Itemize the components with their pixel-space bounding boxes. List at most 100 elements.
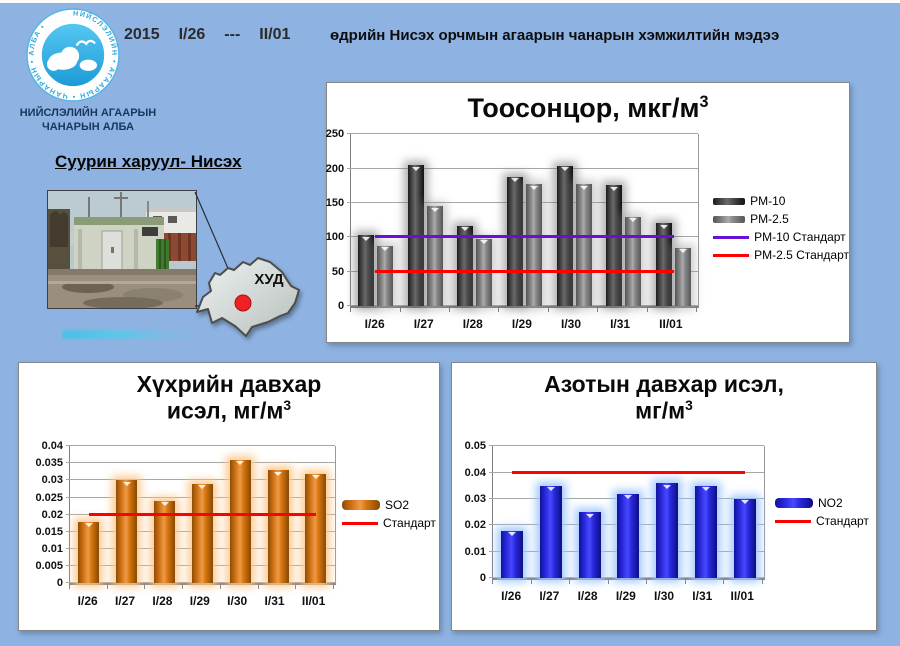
bar-group-I/26 (78, 446, 100, 584)
station-photo (47, 190, 197, 309)
bar-no2-I/28 (578, 512, 601, 579)
legend-label: PM-10 Стандарт (754, 230, 846, 245)
x-axis-label-I/26: I/26 (364, 317, 385, 332)
bar-no2-I/29 (617, 493, 640, 579)
x-tick (492, 580, 493, 585)
bar-group-I/27 (540, 446, 563, 579)
y-axis-label: 0.025 (35, 491, 63, 504)
bars-layer (493, 446, 764, 579)
slide-top-edge (0, 0, 900, 3)
bar-so2-I/26 (78, 521, 100, 584)
bar-group-I/30 (656, 446, 679, 579)
bar-group-I/27 (116, 446, 138, 584)
station-heading: Суурин харуул- Нисэх (55, 152, 242, 171)
legend-item-no2: NO2 (775, 496, 869, 510)
bar-pm-2.5-I/27 (426, 206, 443, 307)
x-axis-label-I/27: I/27 (115, 594, 136, 609)
y-axis-label: 0 (479, 572, 486, 585)
chart-title-no2-line2: мг/м3 (452, 398, 876, 424)
x-axis-label-I/26: I/26 (501, 589, 522, 604)
chart-panel-pm: Тоосонцор, мкг/м3 0 50 100 150 200 250 I/26 I/… (326, 82, 850, 343)
x-tick (723, 580, 725, 585)
bar-group-I/27 (407, 134, 443, 307)
bar-group-I/30 (556, 134, 592, 307)
y-axis-label: 0.015 (35, 525, 63, 538)
bar-pm-2.5-I/31 (625, 216, 642, 307)
org-name-line1: НИЙСЛЭЛИЙН АГААРЫН (19, 107, 157, 119)
x-ticks-no2 (492, 580, 763, 585)
bar-group-I/26 (501, 446, 524, 579)
y-axis-so2: 0 0.005 0.01 0.015 0.02 0.025 0.03 0.035 0.04 (23, 440, 69, 589)
chart-title-no2-line1: Азотын давхар исэл, (544, 371, 784, 397)
bar-pm-10-I/26 (358, 235, 375, 307)
bar-group-I/28 (578, 446, 601, 579)
x-tick (219, 585, 221, 590)
x-axis-label-I/27: I/27 (413, 317, 434, 332)
y-axis-label: 0.04 (41, 440, 63, 453)
render-artifact-smear (62, 330, 302, 339)
y-axis-pm: 0 50 100 150 200 250 (326, 128, 350, 312)
chart-title-so2-line2-text: исэл, мг/м (166, 397, 284, 424)
x-axis-label-I/30: I/30 (227, 594, 248, 609)
x-axis-label-I/26: I/26 (77, 594, 98, 609)
chart-title-pm-sup: 3 (699, 93, 709, 111)
x-axis-no2: I/26 I/27 I/28 I/29 I/30 I/31 II/01 (492, 589, 763, 603)
bar-no2-I/31 (694, 485, 717, 579)
bar-no2-I/30 (656, 483, 679, 579)
district-map: ХУД (196, 257, 300, 337)
bar-no2-I/27 (540, 485, 563, 579)
x-axis-pm: I/26 I/27 I/28 I/29 I/30 I/31 II/01 (350, 317, 697, 331)
y-axis-label: 100 (325, 231, 345, 244)
bar-pm-10-I/28 (457, 225, 474, 307)
x-tick (106, 585, 108, 590)
x-axis-so2: I/26 I/27 I/28 I/29 I/30 I/31 II/01 (69, 594, 334, 608)
plot-area-so2 (66, 445, 336, 586)
bar-pm-2.5-I/26 (377, 245, 394, 307)
map-district-label: ХУД (254, 271, 284, 288)
y-axis-label: 0.04 (464, 466, 486, 479)
x-tick (144, 585, 146, 590)
gridline (66, 462, 335, 464)
legend-bar-swatch (775, 498, 813, 509)
legend-bar-swatch (713, 215, 746, 223)
bar-pm-10-II/01 (655, 223, 672, 307)
gridline (347, 133, 699, 135)
x-tick (547, 308, 549, 313)
chart-title-no2-sup: 3 (685, 397, 693, 413)
x-tick (257, 585, 259, 590)
bar-group-II/01 (733, 446, 756, 579)
x-tick (332, 585, 334, 590)
cloud-logo-icon: НИЙСЛЭЛИЙН • АГААРЫН • ЧАНАРЫН • АЛБА • (26, 8, 120, 102)
chart-title-so2-sup: 3 (283, 397, 292, 413)
x-tick (69, 585, 70, 590)
x-axis-label-I/29: I/29 (615, 589, 636, 604)
x-tick (569, 580, 571, 585)
legend-label: PM-2.5 Стандарт (754, 248, 849, 263)
plot-area-pm (347, 133, 700, 309)
report-year: 2015 (124, 26, 160, 43)
bars-layer (70, 446, 335, 584)
bar-so2-I/28 (154, 500, 176, 584)
x-tick (684, 580, 686, 585)
gridline (66, 445, 335, 447)
x-axis-label-I/31: I/31 (610, 317, 631, 332)
bar-so2-I/31 (267, 470, 289, 584)
y-axis-label: 150 (325, 197, 345, 210)
legend-item-стандарт: Стандарт (775, 514, 869, 528)
legend-label: Стандарт (816, 514, 869, 529)
report-date-to: II/01 (259, 26, 291, 43)
bar-pm-2.5-I/29 (526, 184, 543, 307)
y-axis-label: 0.035 (35, 457, 63, 470)
y-axis-label: 0 (337, 300, 345, 313)
bar-pm-2.5-I/30 (575, 184, 592, 307)
bar-so2-II/01 (305, 473, 327, 584)
x-tick (696, 308, 698, 313)
legend-line-swatch (775, 519, 811, 523)
ref-line-pm-10-стандарт (375, 235, 674, 239)
ref-line-pm-2.5-стандарт (375, 269, 674, 273)
x-axis-label-I/27: I/27 (539, 589, 560, 604)
legend-label: SO2 (385, 498, 410, 513)
legend-label: PM-2.5 (750, 212, 789, 227)
x-ticks-pm (350, 308, 698, 313)
